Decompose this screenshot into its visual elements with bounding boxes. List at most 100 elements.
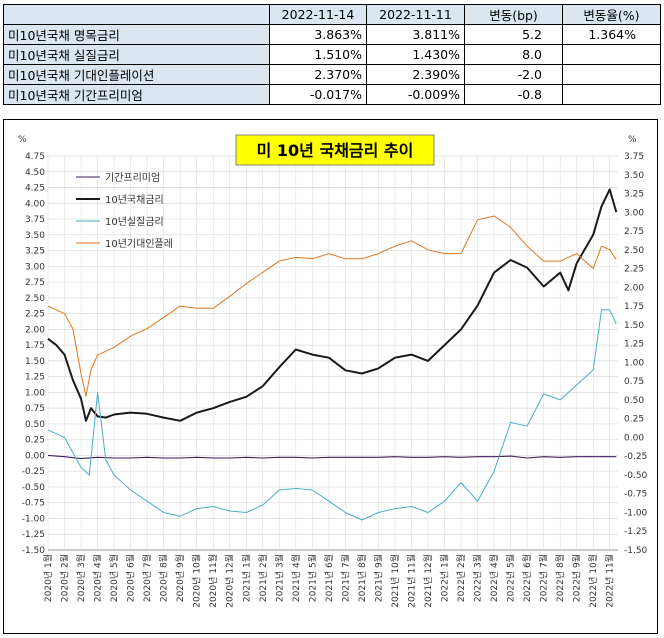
- x-tick-label: 2020년 9월: [174, 554, 186, 602]
- left-tick-label: 3.75: [25, 215, 45, 225]
- x-tick-label: 2022년 11월: [604, 554, 616, 608]
- x-tick-label: 2020년 1월: [42, 554, 54, 602]
- left-tick-label: 3.25: [25, 247, 45, 257]
- x-tick-label: 2020년 5월: [108, 554, 120, 602]
- right-tick-label: 3.00: [624, 208, 644, 218]
- legend-label: 10년실질금리: [105, 216, 164, 228]
- x-tick-label: 2020년 6월: [125, 554, 137, 602]
- x-tick-label: 2020년 11월: [207, 554, 219, 608]
- x-tick-label: 2021년 6월: [323, 554, 335, 602]
- series-lines: [47, 188, 618, 521]
- left-tick-label: 0.50: [25, 420, 45, 430]
- x-tick-label: 2022년 5월: [505, 554, 517, 602]
- gridlines: [47, 155, 618, 551]
- left-tick-label: 4.25: [25, 184, 45, 194]
- x-tick-label: 2022년 7월: [538, 554, 550, 602]
- header-cell-empty: [3, 4, 270, 25]
- value-change-bp: -0.8: [464, 84, 563, 105]
- rate-trend-chart: 4.75 4.50 4.25 4.00 3.75 3.50 3.25 3.00 2.75 2.50…: [3, 119, 658, 634]
- left-axis-unit: %: [18, 135, 27, 145]
- right-tick-label: -0.50: [624, 471, 648, 481]
- table-row: 미10년국채 실질금리 1.510% 1.430% 8.0: [3, 44, 661, 65]
- x-tick-label: 2020년 12월: [224, 554, 236, 608]
- left-tick-label: 0.25: [25, 436, 45, 446]
- left-tick-label: 2.25: [25, 310, 45, 320]
- x-tick-label: 2021년 1월: [240, 554, 252, 602]
- x-tick-label: 2020년 3월: [75, 554, 87, 602]
- value-date-1: 3.863%: [269, 24, 367, 45]
- value-date-2: 2.390%: [366, 64, 465, 85]
- right-tick-label: 0.50: [624, 396, 644, 406]
- right-tick-label: 0.75: [624, 377, 644, 387]
- left-tick-label: -0.50: [22, 483, 46, 493]
- x-tick-label: 2021년 5월: [306, 554, 318, 602]
- value-date-2: 3.811%: [366, 24, 465, 45]
- legend-label: 10년국채금리: [105, 194, 164, 206]
- row-label: 미10년국채 명목금리: [3, 24, 270, 45]
- right-tick-label: 0.25: [624, 415, 644, 425]
- right-axis-unit: %: [628, 135, 637, 145]
- right-tick-label: 1.00: [624, 358, 644, 368]
- x-tick-label: 2021년 8월: [356, 554, 368, 602]
- header-change-pct: 변동율(%): [562, 4, 661, 25]
- chart-title: 미 10년 국채금리 추이: [235, 134, 435, 166]
- legend-label: 기간프리미엄: [105, 172, 160, 184]
- value-change-pct: 1.364%: [562, 24, 661, 45]
- left-tick-label: 1.50: [25, 357, 45, 367]
- chart-canvas: 4.75 4.50 4.25 4.00 3.75 3.50 3.25 3.00 2.75 2.50…: [18, 134, 648, 608]
- header-date-2: 2022-11-11: [366, 4, 465, 25]
- left-tick-label: 1.25: [25, 373, 45, 383]
- x-tick-label: 2021년 12월: [422, 554, 434, 608]
- series-term-premium-line: [47, 454, 617, 460]
- right-tick-label: 2.00: [624, 283, 644, 293]
- chart-title-text: 미 10년 국채금리 추이: [257, 141, 414, 160]
- x-tick-label: 2021년 9월: [372, 554, 384, 602]
- right-tick-label: -1.50: [624, 546, 648, 556]
- chart-legend: 기간프리미엄 10년국채금리 10년실질금리 10년기대인플레: [76, 172, 173, 250]
- header-date-1: 2022-11-14: [269, 4, 367, 25]
- left-tick-label: 2.75: [25, 278, 45, 288]
- left-tick-label: 1.00: [25, 388, 45, 398]
- value-date-2: -0.009%: [366, 84, 465, 105]
- left-tick-label: -0.25: [22, 467, 45, 477]
- table-row: 미10년국채 명목금리 3.863% 3.811% 5.2 1.364%: [3, 24, 661, 45]
- left-tick-label: -1.50: [22, 546, 46, 556]
- value-change-pct: [562, 44, 661, 65]
- x-tick-label: 2021년 4월: [290, 554, 302, 602]
- value-change-bp: 5.2: [464, 24, 563, 45]
- right-tick-label: 1.75: [624, 302, 644, 312]
- x-tick-label: 2020년 2월: [59, 554, 71, 602]
- right-tick-label: 1.25: [624, 340, 644, 350]
- value-date-1: 2.370%: [269, 64, 367, 85]
- x-tick-label: 2020년 4월: [92, 554, 104, 602]
- right-tick-label: 0.00: [624, 433, 644, 443]
- left-tick-label: 2.00: [25, 325, 45, 335]
- x-tick-label: 2021년 7월: [339, 554, 351, 602]
- x-tick-label: 2020년 7월: [141, 554, 153, 602]
- right-tick-label: 3.50: [624, 171, 644, 181]
- series-inflation-line: [47, 215, 617, 397]
- x-tick-label: 2021년 2월: [257, 554, 269, 602]
- right-tick-label: 2.50: [624, 246, 644, 256]
- x-tick-label: 2020년 10월: [191, 554, 203, 608]
- x-tick-label: 2022년 10월: [587, 554, 599, 608]
- right-tick-label: 1.50: [624, 321, 644, 331]
- left-tick-label: 4.00: [25, 199, 45, 209]
- value-change-pct: [562, 84, 661, 105]
- x-tick-label: 2022년 4월: [488, 554, 500, 602]
- value-date-1: -0.017%: [269, 84, 367, 105]
- x-tick-label: 2020년 8월: [158, 554, 170, 602]
- left-y-axis: 4.75 4.50 4.25 4.00 3.75 3.50 3.25 3.00 2.75 2.50…: [22, 152, 46, 556]
- right-tick-label: 3.75: [624, 152, 644, 162]
- x-tick-label: 2022년 2월: [455, 554, 467, 602]
- left-tick-label: 2.50: [25, 294, 45, 304]
- series-real-yield-line: [47, 309, 617, 521]
- value-change-bp: -2.0: [464, 64, 563, 85]
- left-tick-label: 0.00: [25, 451, 45, 461]
- x-tick-label: 2022년 9월: [571, 554, 583, 602]
- right-tick-label: 2.75: [624, 227, 644, 237]
- x-tick-label: 2022년 8월: [554, 554, 566, 602]
- right-tick-label: -1.00: [624, 508, 648, 518]
- x-tick-label: 2021년 3월: [273, 554, 285, 602]
- table-header-row: 2022-11-14 2022-11-11 변동(bp) 변동율(%): [3, 4, 661, 25]
